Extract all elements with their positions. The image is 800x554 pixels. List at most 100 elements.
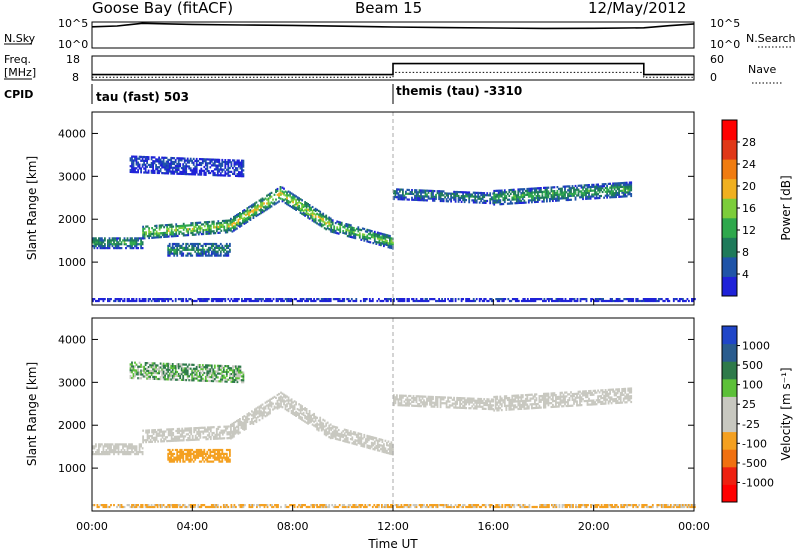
range-cell bbox=[157, 440, 159, 443]
range-cell bbox=[228, 433, 230, 436]
range-cell bbox=[238, 163, 240, 166]
range-cell bbox=[143, 298, 145, 301]
range-cell bbox=[206, 230, 209, 233]
range-cell bbox=[526, 403, 529, 406]
range-cell bbox=[264, 401, 267, 404]
range-cell bbox=[420, 405, 422, 408]
range-cell bbox=[441, 402, 443, 405]
range-cell bbox=[590, 299, 592, 303]
range-cell bbox=[588, 193, 590, 196]
range-cell bbox=[181, 224, 184, 227]
range-cell bbox=[546, 400, 548, 403]
range-cell bbox=[240, 224, 243, 227]
range-cell bbox=[116, 298, 118, 301]
range-cell bbox=[158, 170, 160, 173]
range-cell bbox=[289, 403, 291, 406]
range-cell bbox=[621, 195, 624, 198]
range-cell bbox=[208, 220, 211, 224]
range-cell bbox=[281, 398, 284, 401]
range-cell bbox=[215, 435, 218, 438]
range-cell bbox=[243, 420, 246, 424]
range-cell bbox=[198, 158, 201, 161]
range-cell bbox=[420, 197, 422, 200]
range-cell bbox=[460, 195, 463, 198]
range-cell bbox=[506, 404, 509, 407]
range-cell bbox=[238, 298, 240, 301]
range-cell bbox=[442, 198, 445, 201]
range-cell bbox=[331, 433, 334, 436]
range-cell bbox=[325, 214, 328, 217]
range-cell bbox=[591, 193, 593, 196]
range-cell bbox=[597, 185, 599, 188]
range-cell bbox=[252, 420, 255, 424]
range-cell bbox=[468, 191, 471, 194]
range-cell bbox=[604, 392, 607, 396]
range-cell bbox=[206, 158, 209, 161]
range-cell bbox=[189, 173, 192, 176]
range-cell bbox=[489, 408, 492, 411]
range-cell bbox=[363, 235, 366, 238]
range-cell bbox=[453, 198, 455, 201]
range-cell bbox=[267, 203, 270, 206]
range-cell bbox=[349, 434, 352, 437]
range-cell bbox=[202, 232, 205, 236]
range-cell bbox=[176, 225, 179, 228]
range-cell bbox=[330, 220, 333, 223]
range-cell bbox=[140, 445, 142, 448]
range-cell bbox=[610, 396, 613, 399]
range-cell bbox=[194, 436, 197, 439]
range-cell bbox=[529, 193, 532, 196]
range-cell bbox=[627, 299, 630, 303]
range-cell bbox=[534, 393, 536, 396]
range-cell bbox=[213, 452, 216, 455]
range-cell bbox=[475, 199, 478, 202]
range-cell bbox=[186, 165, 189, 168]
range-cell bbox=[177, 450, 180, 453]
range-cell bbox=[505, 195, 508, 198]
range-cell bbox=[203, 165, 206, 169]
range-cell bbox=[229, 161, 231, 164]
range-cell bbox=[453, 192, 455, 195]
range-cell bbox=[196, 432, 199, 435]
range-cell bbox=[129, 243, 132, 246]
range-cell bbox=[456, 402, 458, 405]
range-cell bbox=[135, 247, 138, 250]
range-cell bbox=[215, 166, 218, 169]
range-cell bbox=[219, 250, 222, 253]
range-cell bbox=[212, 242, 215, 246]
range-cell bbox=[385, 298, 388, 301]
range-cell bbox=[286, 298, 288, 301]
range-cell bbox=[435, 401, 437, 404]
range-cell bbox=[145, 439, 147, 442]
range-cell bbox=[176, 460, 179, 463]
range-cell bbox=[423, 191, 425, 194]
range-cell bbox=[535, 189, 538, 192]
range-cell bbox=[224, 166, 227, 169]
range-cell bbox=[167, 172, 170, 175]
range-cell bbox=[176, 166, 179, 169]
range-cell bbox=[160, 430, 162, 433]
range-cell bbox=[319, 424, 322, 427]
range-cell bbox=[174, 244, 177, 247]
range-cell bbox=[198, 460, 201, 463]
range-cell bbox=[402, 192, 404, 195]
range-cell bbox=[326, 421, 329, 424]
range-cell bbox=[279, 186, 282, 189]
range-cell bbox=[444, 396, 446, 399]
range-cell bbox=[242, 210, 244, 213]
range-cell bbox=[195, 252, 198, 255]
range-cell bbox=[354, 431, 357, 434]
range-cell bbox=[518, 199, 521, 203]
range-cell bbox=[471, 193, 474, 196]
range-cell bbox=[187, 429, 190, 432]
range-cell bbox=[418, 191, 421, 194]
range-cell bbox=[509, 404, 512, 407]
range-cell bbox=[206, 460, 209, 463]
range-cell bbox=[360, 438, 363, 442]
range-cell bbox=[423, 401, 425, 404]
range-cell bbox=[363, 237, 366, 240]
range-cell bbox=[212, 450, 215, 453]
range-cell bbox=[221, 456, 224, 459]
range-cell bbox=[171, 172, 174, 175]
range-cell bbox=[216, 454, 219, 457]
